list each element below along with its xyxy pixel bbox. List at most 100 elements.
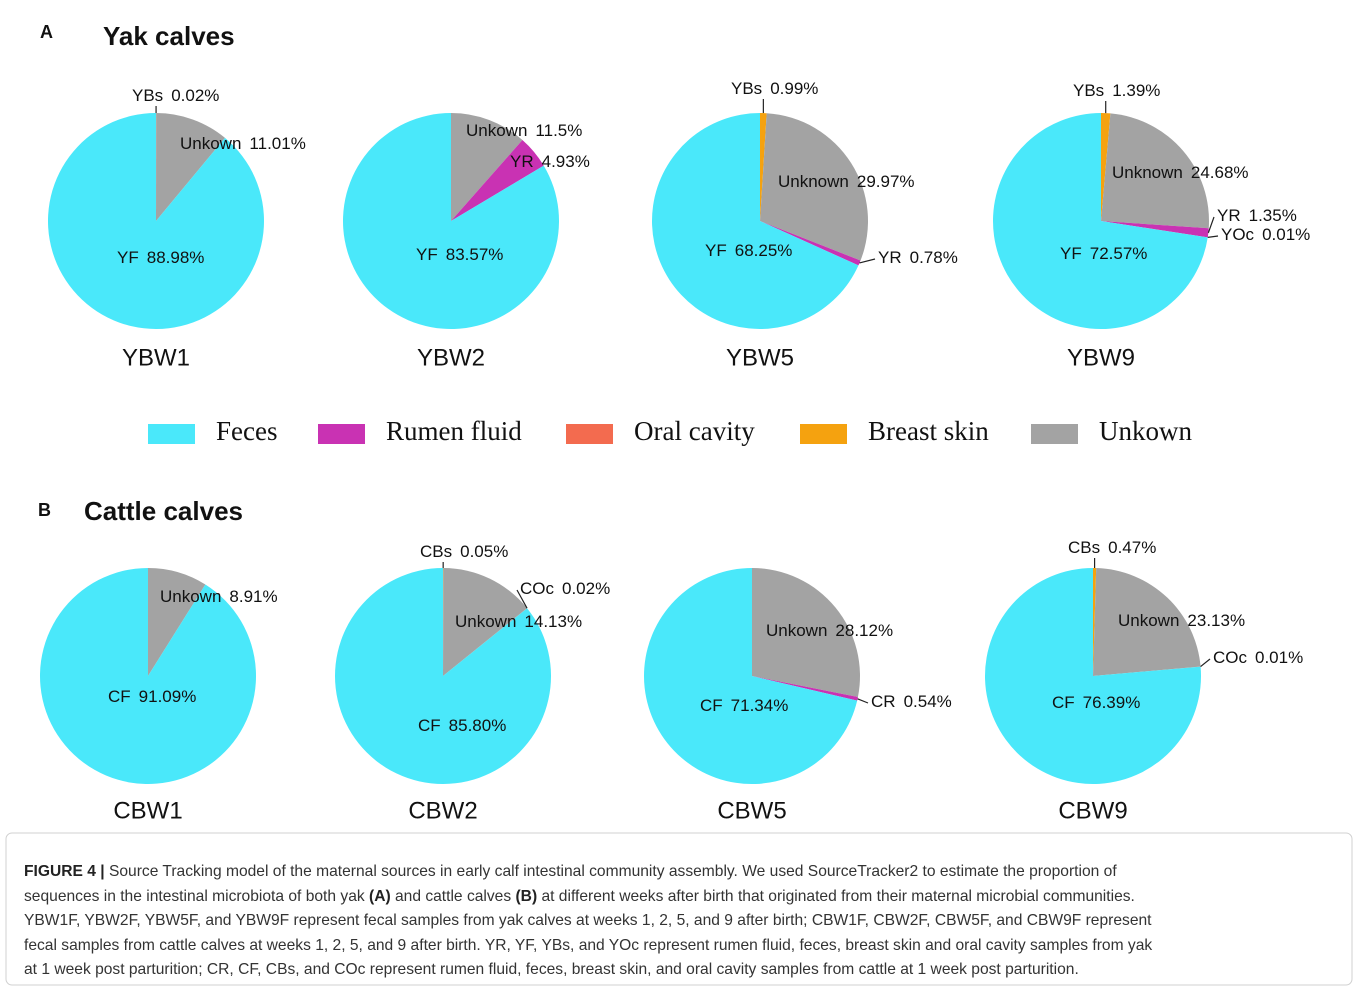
- caption-segment: and cattle calves: [391, 888, 516, 905]
- slice-name: YBs: [1073, 81, 1104, 100]
- pie-slice: [343, 113, 559, 330]
- slice-label: Unkown 11.01%: [180, 134, 306, 153]
- slice-label: CF 76.39%: [1052, 693, 1140, 712]
- panel-title: Yak calves: [103, 21, 235, 51]
- pie-slice: [443, 608, 528, 676]
- legend-label: Feces: [216, 416, 277, 446]
- slice-label: CBs 0.47%: [1068, 538, 1156, 557]
- pie-slice: [644, 568, 858, 784]
- slice-label: CF 85.80%: [418, 716, 506, 735]
- slice-value: 23.13%: [1187, 611, 1245, 630]
- slice-value: 0.54%: [904, 692, 952, 711]
- slice-name: YR: [878, 248, 902, 267]
- pie-slice: [752, 568, 860, 698]
- slice-value: 8.91%: [229, 587, 277, 606]
- slice-label: YR 4.93%: [510, 152, 590, 171]
- legend-label: Oral cavity: [634, 416, 755, 446]
- slice-value: 28.12%: [835, 621, 893, 640]
- pie-slice: [334, 568, 551, 784]
- legend-label: Unkown: [1099, 416, 1192, 446]
- slice-value: 71.34%: [731, 696, 789, 715]
- caption-segment: Source Tracking model of the maternal so…: [105, 863, 1118, 880]
- legend-swatch: [566, 424, 613, 444]
- caption-line: fecal samples from cattle calves at week…: [24, 937, 1152, 954]
- slice-value: 0.01%: [1262, 225, 1310, 244]
- slice-label: CBs 0.05%: [420, 542, 508, 561]
- pie-slice: [760, 221, 861, 266]
- slice-label: Unkown 28.12%: [766, 621, 893, 640]
- caption-line: at 1 week post parturition; CR, CF, CBs,…: [24, 961, 1079, 978]
- slice-value: 85.80%: [449, 716, 507, 735]
- panel-title: Cattle calves: [84, 496, 243, 526]
- legend-swatch: [318, 424, 365, 444]
- slice-label: Unkown 23.13%: [1118, 611, 1245, 630]
- pie-title: YBW9: [1067, 344, 1135, 371]
- slice-label: COc 0.01%: [1213, 648, 1303, 667]
- slice-name: YBs: [132, 86, 163, 105]
- pie-slice: [1093, 568, 1097, 676]
- leader-line: [857, 698, 869, 704]
- caption-segment: YBW1F, YBW2F, YBW5F, and YBW9F represent…: [24, 912, 1152, 929]
- slice-value: 0.47%: [1108, 538, 1156, 557]
- caption-segment: FIGURE 4 |: [24, 863, 105, 880]
- slice-name: Unknown: [778, 172, 849, 191]
- slice-value: 0.02%: [171, 86, 219, 105]
- caption-segment: at different weeks after birth that orig…: [537, 888, 1135, 905]
- slice-label: Unkown 14.13%: [455, 612, 582, 631]
- slice-label: YBs 1.39%: [1073, 81, 1160, 100]
- slice-label: YBs 0.02%: [132, 86, 219, 105]
- caption-segment: (B): [515, 888, 537, 905]
- slice-label: YF 83.57%: [416, 245, 503, 264]
- caption-line: sequences in the intestinal microbiota o…: [24, 888, 1135, 905]
- pie-slice: [752, 676, 858, 701]
- pie-slice: [1101, 221, 1209, 238]
- slice-name: CF: [700, 696, 723, 715]
- slice-value: 14.13%: [524, 612, 582, 631]
- slice-value: 1.35%: [1249, 206, 1297, 225]
- slice-value: 76.39%: [1083, 693, 1141, 712]
- leader-line: [1207, 216, 1215, 234]
- caption-box: [5, 832, 1353, 986]
- slice-label: YR 1.35%: [1217, 206, 1297, 225]
- pie-title: CBW9: [1058, 797, 1127, 824]
- legend-swatch: [800, 424, 847, 444]
- pie-slice: [40, 568, 256, 784]
- leader-line: [516, 589, 528, 609]
- slice-label: YOc 0.01%: [1221, 225, 1310, 244]
- pie-slice: [1101, 113, 1111, 221]
- pie-slice: [1101, 113, 1209, 229]
- slice-name: Unkown: [1118, 611, 1179, 630]
- pie-slice: [985, 568, 1201, 784]
- slice-name: YF: [416, 245, 438, 264]
- panel-letter: A: [40, 22, 53, 42]
- slice-value: 91.09%: [139, 687, 197, 706]
- slice-name: YOc: [1221, 225, 1255, 244]
- pie-title: CBW2: [408, 797, 477, 824]
- caption-segment: at 1 week post parturition; CR, CF, CBs,…: [24, 961, 1079, 978]
- leader-line: [859, 258, 876, 264]
- pie-slice: [760, 113, 767, 221]
- slice-name: CBs: [420, 542, 452, 561]
- slice-name: COc: [1213, 648, 1248, 667]
- legend-swatch: [148, 424, 195, 444]
- pie-slice: [993, 113, 1208, 329]
- slice-label: Unknown 29.97%: [778, 172, 915, 191]
- slice-label: YF 72.57%: [1060, 244, 1147, 263]
- panel-letter: B: [38, 500, 51, 520]
- slice-name: COc: [520, 579, 555, 598]
- pie-title: CBW1: [113, 797, 182, 824]
- pie-slice: [451, 113, 523, 221]
- slice-value: 68.25%: [735, 241, 793, 260]
- slice-name: YF: [117, 248, 139, 267]
- caption-line: FIGURE 4 | Source Tracking model of the …: [24, 863, 1117, 880]
- slice-name: YBs: [731, 79, 762, 98]
- pie-slice: [652, 113, 859, 329]
- slice-name: YF: [705, 241, 727, 260]
- slice-value: 29.97%: [857, 172, 915, 191]
- pie-slice: [1101, 221, 1208, 238]
- pie-slice: [1093, 666, 1201, 676]
- pie-slice: [443, 568, 527, 676]
- slice-value: 83.57%: [446, 245, 504, 264]
- caption-line: YBW1F, YBW2F, YBW5F, and YBW9F represent…: [24, 912, 1152, 929]
- pie-title: YBW2: [417, 344, 485, 371]
